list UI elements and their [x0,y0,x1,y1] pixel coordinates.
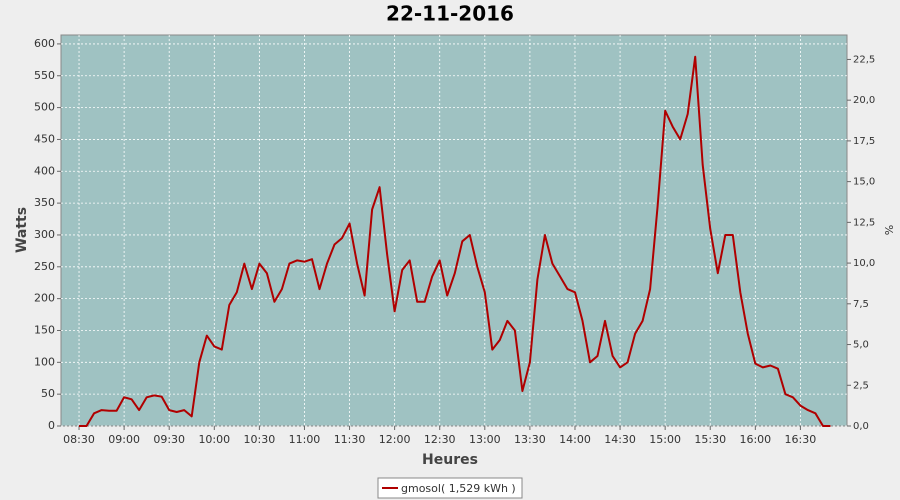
x-tick-label: 11:30 [334,433,366,446]
y2-tick-label: 0,0 [853,421,869,432]
y-tick-label: 100 [34,355,55,368]
x-tick-label: 14:00 [559,433,591,446]
x-tick-label: 09:30 [153,433,185,446]
x-tick-label: 13:00 [469,433,501,446]
y-tick-label: 400 [34,164,55,177]
y-tick-label: 500 [34,101,55,114]
y-tick-label: 250 [34,260,55,273]
x-tick-label: 09:00 [108,433,140,446]
y2-tick-label: 15,0 [853,177,875,188]
x-axis-label: Heures [422,452,478,468]
legend-label: gmosol( 1,529 kWh ) [401,482,516,495]
plot-area [60,34,848,427]
x-tick-label: 16:30 [785,433,817,446]
y-tick-label: 300 [34,228,55,241]
chart-title: 22-11-2016 [386,2,514,26]
y-tick-label: 0 [48,419,55,432]
data-line [79,55,831,427]
x-tick-label: 08:30 [63,433,95,446]
x-tick-label: 10:30 [244,433,276,446]
legend: gmosol( 1,529 kWh ) [377,477,523,499]
legend-box [377,477,523,499]
x-tick-label: 14:30 [604,433,636,446]
y-tick-label: 600 [34,37,55,50]
x-tick-label: 16:00 [739,433,771,446]
y-tick-label: 200 [34,292,55,305]
y2-axis-label: % [883,225,896,235]
y-tick-label: 350 [34,196,55,209]
x-tick-label: 12:00 [379,433,411,446]
y-tick-label: 550 [34,69,55,82]
y2-tick-label: 5,0 [853,340,869,351]
y2-tick-label: 7,5 [853,299,869,310]
x-tick-label: 15:30 [694,433,726,446]
y2-tick-label: 22,5 [853,54,875,65]
y2-tick-label: 12,5 [853,217,875,228]
x-tick-label: 15:00 [649,433,681,446]
x-tick-label: 11:00 [289,433,321,446]
y2-tick-label: 20,0 [853,95,875,106]
x-tick-label: 13:30 [514,433,546,446]
y-tick-label: 450 [34,132,55,145]
y2-tick-label: 2,5 [853,380,869,391]
y-axis-label: Watts [14,207,30,253]
x-tick-label: 10:00 [198,433,230,446]
y2-tick-label: 17,5 [853,136,875,147]
y-tick-label: 150 [34,323,55,336]
y-tick-label: 50 [41,387,55,400]
x-tick-label: 12:30 [424,433,456,446]
y2-tick-label: 10,0 [853,258,875,269]
